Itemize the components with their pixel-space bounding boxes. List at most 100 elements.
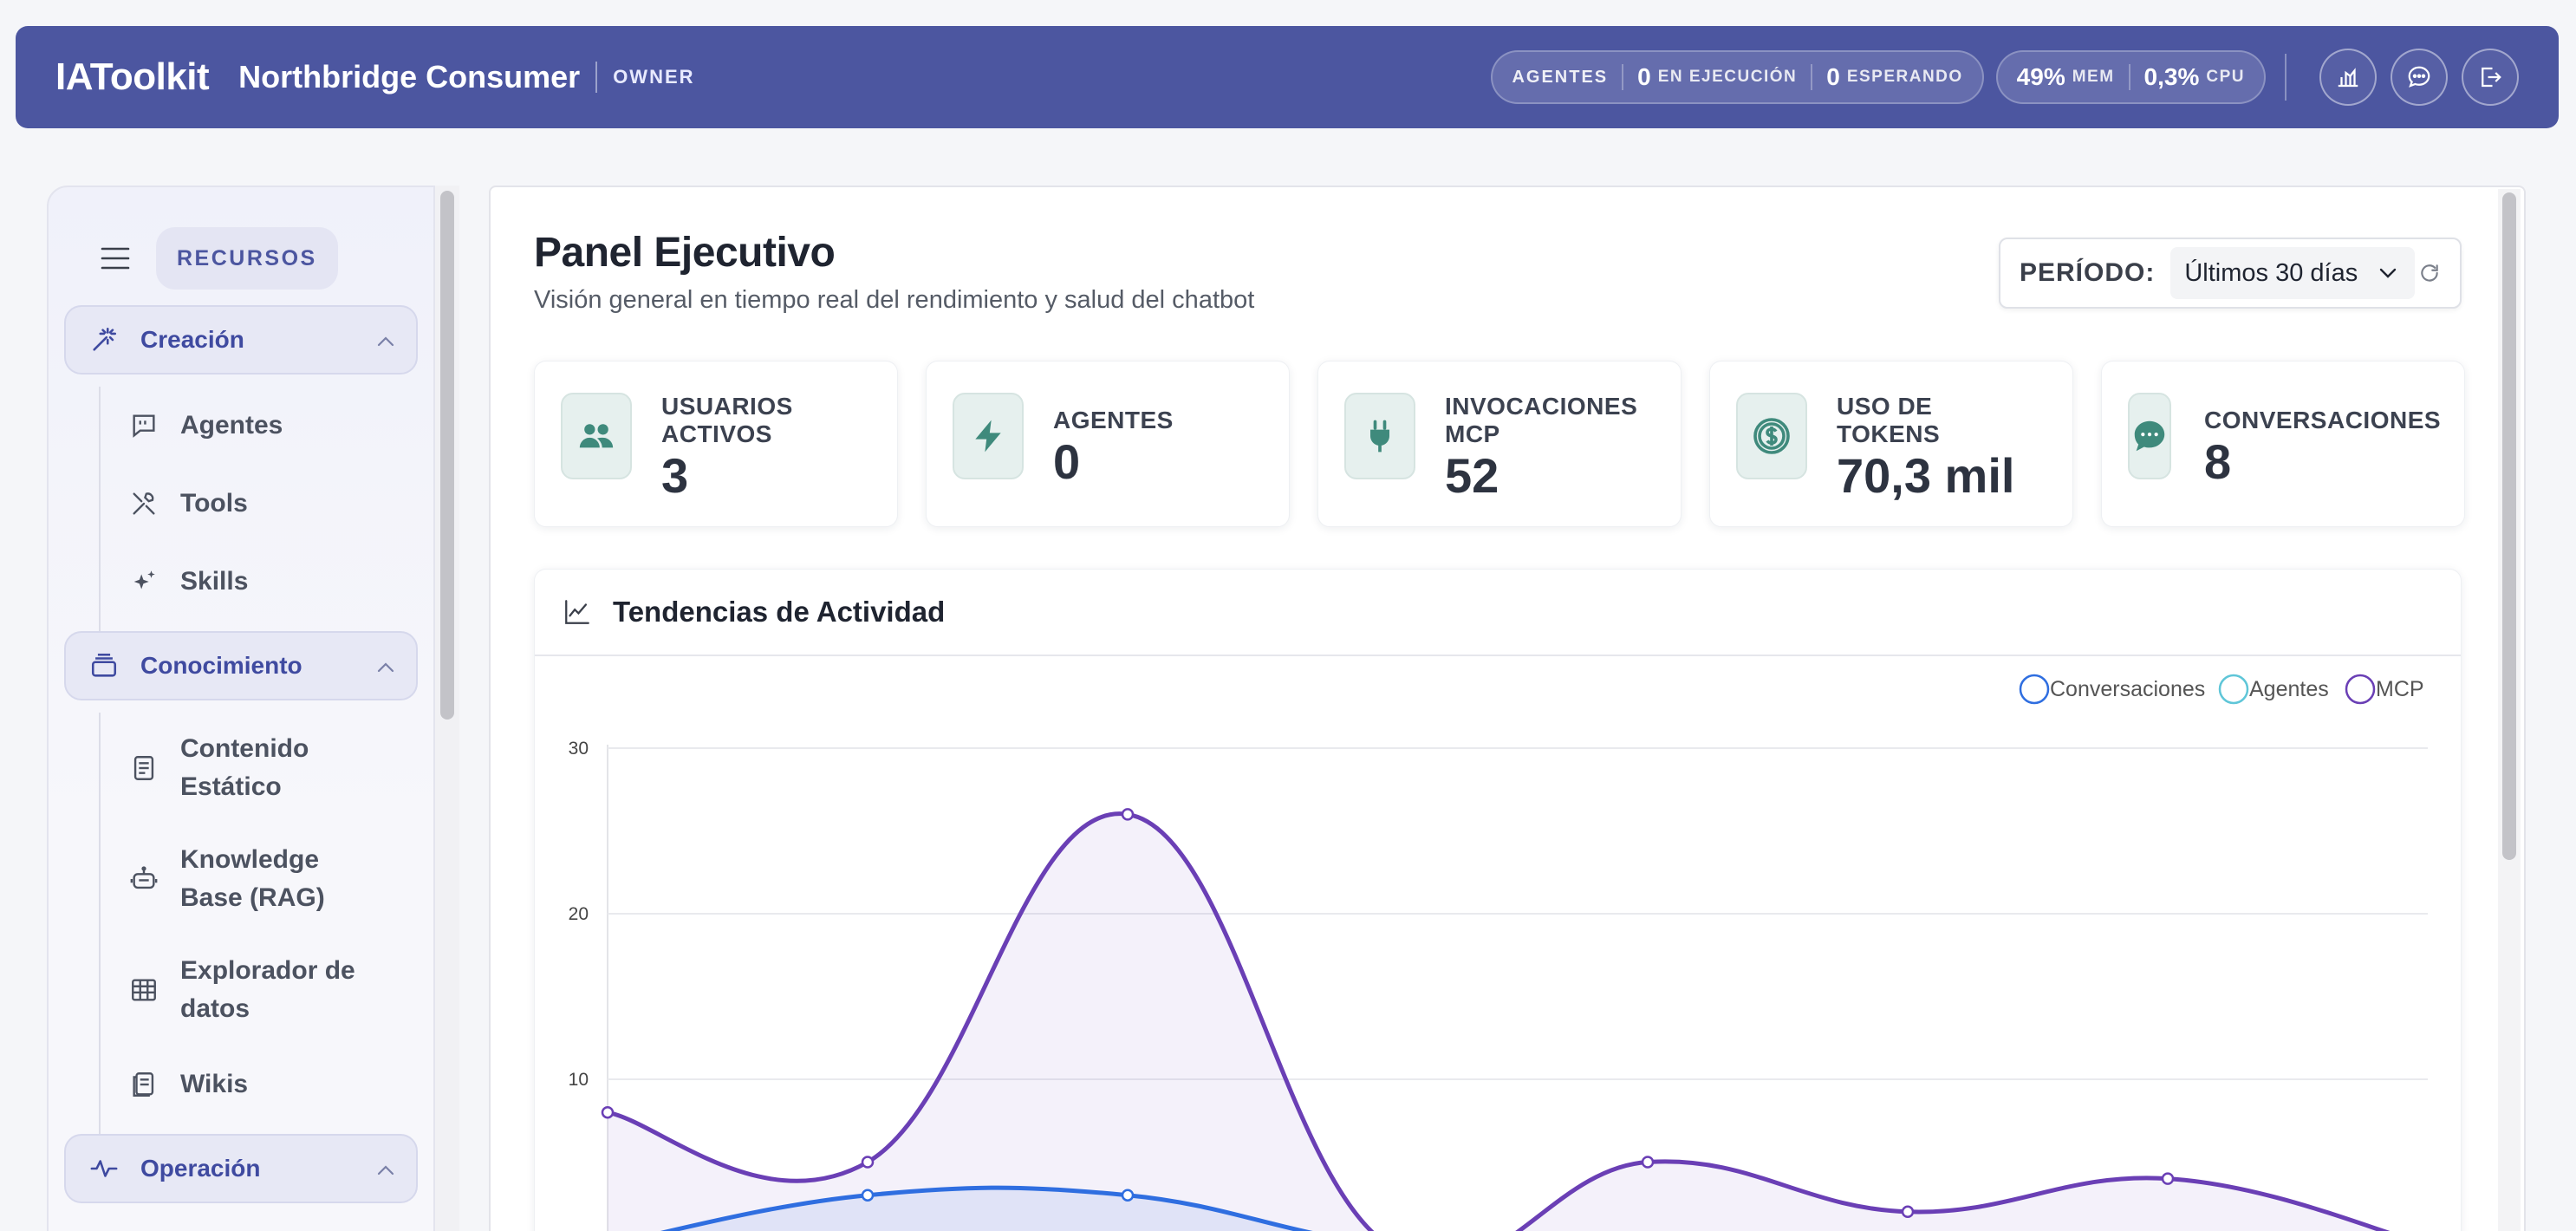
legend-marker-agentes [2218, 674, 2249, 705]
agents-status-label: AGENTES [1512, 67, 1609, 87]
legend-label-mcp: MCP [2376, 677, 2424, 701]
pill-divider [2128, 64, 2130, 90]
section-operacion-label: Operación [140, 1155, 261, 1182]
sidebar-item-tools[interactable]: Tools [127, 465, 418, 543]
kpi-text: AGENTES 0 [1053, 393, 1174, 490]
refresh-icon [2421, 264, 2438, 282]
series-line-mcp [605, 811, 2391, 1231]
chart-legend[interactable]: Conversaciones Agentes MCP [2019, 674, 2424, 705]
sidebar-scrollbar[interactable] [435, 186, 459, 1231]
chat-bubble-icon [2134, 420, 2165, 452]
page-title: Panel Ejecutivo [534, 230, 836, 276]
period-filter: PERÍODO: Últimos 30 días [1999, 238, 2462, 309]
top-bar: IAToolkit Northbridge Consumer OWNER AGE… [16, 26, 2559, 128]
running-count: 0 [1637, 63, 1651, 90]
menu-toggle-button[interactable] [90, 233, 140, 283]
legend-label-agentes: Agentes [2249, 677, 2329, 701]
kpi-card-usuarios-activos: USUARIOS ACTIVOS 3 [534, 361, 898, 527]
section-creacion-items: Agentes Tools Skills [99, 387, 418, 631]
main-scrollbar[interactable] [2498, 189, 2521, 1231]
kpi-card-uso-tokens: USO DE TOKENS 70,3 mil [1709, 361, 2073, 527]
logout-button[interactable] [2462, 49, 2519, 106]
data-point-mcp [2161, 1172, 2175, 1185]
plug-icon [1370, 420, 1389, 453]
chat-icon [2408, 66, 2430, 88]
kpi-card-conversaciones: CONVERSACIONES 8 [2101, 361, 2465, 527]
section-operacion[interactable]: Operación [64, 1134, 418, 1203]
data-point-mcp [1121, 808, 1135, 821]
sidebar-item-contenido-estatico[interactable]: Contenido Estático [127, 713, 418, 824]
pill-divider [1622, 64, 1624, 90]
sidebar-item-label: Agentes [180, 411, 283, 440]
kpi-label: USUARIOS [661, 393, 793, 420]
magic-wand-icon [87, 322, 121, 357]
users-icon [579, 424, 614, 448]
chart-lines [605, 811, 2391, 1231]
kpi-label: MCP [1445, 420, 1500, 447]
refresh-button[interactable] [2418, 262, 2441, 284]
cpu-label: CPU [2206, 68, 2245, 86]
robot-icon [127, 862, 161, 896]
line-chart-icon [565, 600, 589, 624]
wiki-icon [127, 1067, 161, 1102]
resources-button[interactable]: RECURSOS [156, 227, 338, 290]
sidebar-item-knowledge-base[interactable]: Knowledge Base (RAG) [127, 824, 418, 935]
kpi-label: TOKENS [1837, 420, 1941, 447]
kpi-value: 70,3 mil [1837, 448, 2015, 503]
kpi-card-invocaciones-mcp: INVOCACIONES MCP 52 [1317, 361, 1682, 527]
sparkles-icon [127, 564, 161, 599]
chevron-down-icon [2380, 268, 2397, 278]
kpi-icon-badge [561, 393, 632, 479]
series-line-conversaciones [660, 1185, 1313, 1231]
legend-label-conversaciones: Conversaciones [2050, 677, 2205, 701]
activity-trend-card: Tendencias de Actividad 10 20 30 Conversac… [534, 569, 2462, 1231]
top-bar-status: AGENTES 0 EN EJECUCIÓN 0 ESPERANDO 49% M… [1479, 49, 2519, 106]
activity-trend-chart: 10 20 30 Conversaciones Agentes MCP [569, 674, 2428, 1231]
section-conocimiento-items: Contenido Estático Knowledge Base (RAG) … [99, 713, 418, 1134]
company-name: Northbridge Consumer [238, 59, 581, 94]
kpi-label: CONVERSACIONES [2204, 407, 2442, 433]
sidebar-item-explorador-datos[interactable]: Explorador de datos [127, 935, 418, 1045]
waiting-count: 0 [1826, 63, 1840, 90]
kpi-value: 0 [1053, 434, 1081, 489]
chart-points [601, 808, 2175, 1219]
legend-marker-conversaciones [2019, 674, 2050, 705]
user-role: OWNER [613, 66, 695, 88]
sidebar-scrollbar-thumb[interactable] [440, 191, 454, 720]
sidebar-item-skills[interactable]: Skills [127, 543, 418, 621]
dashboard-icon [2338, 68, 2358, 88]
hamburger-icon [101, 247, 130, 270]
sidebar-item-wikis[interactable]: Wikis [127, 1045, 418, 1124]
main-scrollbar-thumb[interactable] [2502, 192, 2516, 860]
document-icon [127, 751, 161, 785]
kpi-text: CONVERSACIONES 8 [2204, 393, 2441, 490]
sidebar-item-label: Explorador de datos [180, 956, 355, 1023]
role-divider [595, 62, 598, 93]
tools-icon [127, 486, 161, 521]
data-point-mcp [1901, 1205, 1915, 1219]
sidebar: RECURSOS Creación Agentes [47, 186, 435, 1231]
table-icon [127, 973, 161, 1007]
dashboard-button[interactable] [2319, 49, 2377, 106]
running-label: EN EJECUCIÓN [1657, 68, 1798, 86]
data-point-mcp [1641, 1156, 1655, 1169]
kpi-text: USUARIOS ACTIVOS 3 [661, 393, 793, 504]
activity-trend-title: Tendencias de Actividad [613, 596, 946, 628]
top-bar-divider [2285, 54, 2287, 101]
section-creacion[interactable]: Creación [64, 305, 418, 375]
y-tick-label: 20 [569, 904, 589, 924]
section-conocimiento[interactable]: Conocimiento [64, 631, 418, 700]
kpi-value: 3 [661, 448, 689, 503]
kpi-value: 52 [1445, 448, 1499, 503]
sidebar-item-label: Skills [180, 567, 249, 596]
sidebar-item-label: Contenido Estático [180, 734, 309, 801]
period-select[interactable]: Últimos 30 días [2170, 247, 2416, 299]
resources-status-pill: 49% MEM 0,3% CPU [1995, 50, 2266, 104]
page-subtitle: Visión general en tiempo real del rendim… [534, 286, 1255, 314]
kpi-card-agentes: AGENTES 0 [926, 361, 1290, 527]
chat-button[interactable] [2391, 49, 2448, 106]
brand-logo[interactable]: IAToolkit [55, 55, 210, 98]
sidebar-item-label: Tools [180, 489, 248, 518]
stack-icon [87, 648, 121, 683]
sidebar-item-agentes[interactable]: Agentes [127, 387, 418, 465]
